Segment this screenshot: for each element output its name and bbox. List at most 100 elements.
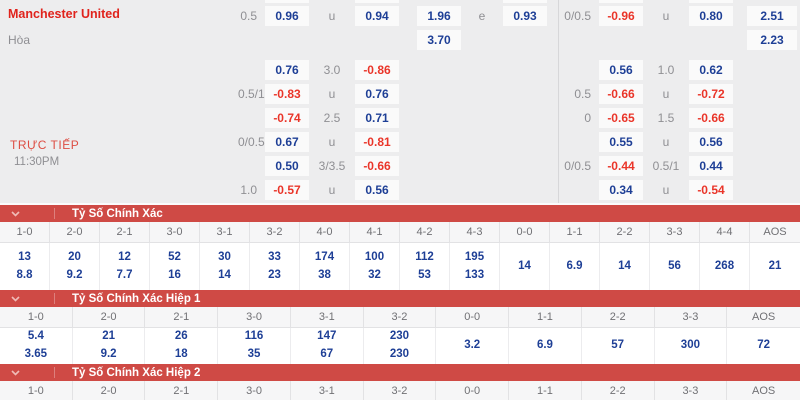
odds-cell[interactable]: 0.50 (265, 156, 309, 176)
partial-odds-cell (689, 0, 733, 3)
odds-cell[interactable]: -0.66 (599, 84, 643, 104)
odds-cell[interactable]: 0.34 (599, 180, 643, 200)
score-section-header[interactable]: Tỷ Số Chính Xác (0, 205, 800, 222)
odds-cell[interactable]: -0.72 (689, 84, 733, 104)
score-odds-cell[interactable]: 300 (655, 328, 728, 364)
score-odds-cell[interactable]: 56 (650, 243, 700, 290)
odds-cell[interactable]: -0.74 (265, 108, 309, 128)
score-odds-cell[interactable]: 14 (600, 243, 650, 290)
score-odds-value: 56 (668, 259, 681, 272)
score-odds-cell[interactable]: 21 9.2 (73, 328, 146, 364)
odds-row: 0.5/1 -0.83 u 0.76 0.5 -0.66 u -0.72 (0, 82, 800, 106)
score-odds-cell[interactable]: 174 38 (300, 243, 350, 290)
score-odds-cell[interactable]: 147 67 (291, 328, 364, 364)
handicap-label: u (662, 183, 670, 197)
score-odds-value: 14 (618, 259, 631, 272)
odds-cell[interactable]: -0.96 (599, 6, 643, 26)
score-header: 1-0 (0, 307, 73, 327)
score-odds-cell[interactable]: 116 35 (218, 328, 291, 364)
odds-cell[interactable]: 0.76 (265, 60, 309, 80)
score-header: AOS (752, 385, 776, 397)
odds-cell[interactable]: 0.44 (689, 156, 733, 176)
score-odds-value: 52 (168, 250, 181, 263)
score-odds-cell[interactable]: 12 7.7 (100, 243, 150, 290)
score-odds-cell[interactable]: 268 (700, 243, 750, 290)
odds-cell[interactable]: -0.86 (355, 60, 399, 80)
handicap-label: 3.0 (323, 63, 341, 77)
handicap-label: 2.5 (323, 111, 341, 125)
odds-cell[interactable]: 0.56 (689, 132, 733, 152)
score-odds-cell[interactable]: 30 14 (200, 243, 250, 290)
score-odds-value: 7.7 (116, 268, 133, 281)
odds-row: 0.5 0.96 u 0.94 1.96 e 0.93 0/0.5 -0.96 u 0.80 2.51 (0, 4, 800, 28)
score-header: 3-3 (650, 222, 700, 242)
score-odds-cell[interactable]: 6.9 (550, 243, 600, 290)
odds-cell[interactable]: 0.71 (355, 108, 399, 128)
score-header: 1-1 (509, 381, 582, 400)
handicap-label: u (328, 9, 336, 23)
odds-cell[interactable]: -0.83 (265, 84, 309, 104)
odds-cell[interactable]: 3.70 (417, 30, 461, 50)
score-odds-cell[interactable]: 33 23 (250, 243, 300, 290)
score-odds-cell[interactable]: 230 230 (364, 328, 437, 364)
score-odds-cell[interactable]: 5.4 3.65 (0, 328, 73, 364)
score-odds-value: 230 (389, 330, 410, 343)
chevron-down-icon[interactable] (0, 369, 30, 376)
odds-cell[interactable]: -0.57 (265, 180, 309, 200)
odds-cell[interactable]: 0.80 (689, 6, 733, 26)
odds-cell[interactable]: 1.96 (417, 6, 461, 26)
odds-cell[interactable]: 0.94 (355, 6, 399, 26)
score-odds-cell[interactable]: 20 9.2 (50, 243, 100, 290)
odds-cell[interactable]: 0.55 (599, 132, 643, 152)
score-odds-value: 30 (218, 250, 231, 263)
score-header: 3-1 (200, 222, 250, 242)
score-odds-cell[interactable]: 21 (750, 243, 800, 290)
chevron-down-icon[interactable] (0, 295, 30, 302)
odds-cell[interactable]: -0.66 (689, 108, 733, 128)
score-odds-cell[interactable]: 14 (500, 243, 550, 290)
odds-cell[interactable]: -0.65 (599, 108, 643, 128)
handicap-label: 0.5 (240, 9, 257, 23)
score-header: 1-1 (509, 307, 582, 327)
score-header: 3-0 (150, 222, 200, 242)
score-odds-value: 6.9 (566, 259, 583, 272)
home-team-name: Manchester United (8, 7, 120, 21)
score-section-header[interactable]: Tỷ Số Chính Xác Hiệp 1 (0, 290, 800, 307)
score-odds-cell[interactable]: 112 53 (400, 243, 450, 290)
score-odds-value: 33 (268, 250, 281, 263)
odds-cell[interactable]: 2.23 (747, 30, 797, 50)
odds-cell[interactable]: 0.56 (599, 60, 643, 80)
score-odds-value: 13 (18, 250, 31, 263)
score-odds-cell[interactable]: 13 8.8 (0, 243, 50, 290)
score-odds-value: 3.65 (24, 348, 48, 360)
score-odds-value: 268 (714, 259, 735, 272)
odds-cell[interactable]: 0.56 (355, 180, 399, 200)
score-odds-value: 32 (368, 268, 381, 281)
odds-cell[interactable]: 2.51 (747, 6, 797, 26)
score-odds-cell[interactable]: 6.9 (509, 328, 582, 364)
chevron-down-icon[interactable] (0, 210, 30, 217)
correct-score-sections: Tỷ Số Chính Xác 1-0 2-0 2-1 3-0 3-1 3-2 4-0 4-1… (0, 205, 800, 400)
odds-cell[interactable]: -0.44 (599, 156, 643, 176)
odds-cell[interactable]: -0.54 (689, 180, 733, 200)
score-odds-value: 230 (389, 348, 410, 360)
odds-cell[interactable]: -0.81 (355, 132, 399, 152)
odds-cell[interactable]: 0.96 (265, 6, 309, 26)
score-odds-cell[interactable]: 3.2 (436, 328, 510, 364)
score-header: 4-2 (400, 222, 450, 242)
score-odds-cell[interactable]: 57 (582, 328, 655, 364)
handicap-label: e (478, 9, 486, 23)
score-odds-value: 72 (757, 339, 771, 352)
odds-cell[interactable]: 0.67 (265, 132, 309, 152)
score-odds-cell[interactable]: 100 32 (350, 243, 400, 290)
score-odds-cell[interactable]: 52 16 (150, 243, 200, 290)
score-odds-cell[interactable]: 26 18 (145, 328, 219, 364)
score-odds-cell[interactable]: 72 (727, 328, 800, 364)
odds-cell[interactable]: 0.62 (689, 60, 733, 80)
odds-cell[interactable]: 0.76 (355, 84, 399, 104)
score-section-header[interactable]: Tỷ Số Chính Xác Hiệp 2 (0, 364, 800, 381)
odds-cell[interactable]: 0.93 (503, 6, 547, 26)
odds-cell[interactable]: -0.66 (355, 156, 399, 176)
handicap-label: 0/0.5 (238, 135, 265, 149)
score-odds-cell[interactable]: 195 133 (450, 243, 500, 290)
